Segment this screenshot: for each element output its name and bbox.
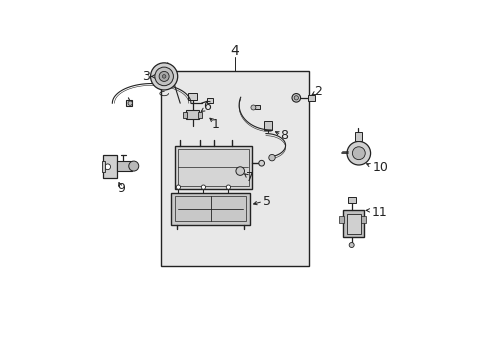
Circle shape: [104, 164, 110, 170]
Circle shape: [346, 141, 370, 165]
Bar: [103, 155, 117, 178]
Circle shape: [352, 147, 365, 159]
Text: 10: 10: [372, 161, 387, 174]
Bar: [171, 193, 249, 225]
Text: 8: 8: [279, 129, 287, 142]
Circle shape: [159, 71, 169, 81]
Bar: [102, 161, 105, 172]
Bar: [188, 93, 197, 100]
Bar: [343, 210, 364, 237]
Text: 2: 2: [313, 85, 322, 98]
Circle shape: [201, 185, 205, 189]
Text: 7: 7: [245, 171, 253, 184]
Bar: [354, 132, 362, 141]
Circle shape: [250, 105, 255, 110]
Bar: [264, 121, 271, 130]
Circle shape: [348, 243, 353, 248]
Circle shape: [128, 161, 139, 171]
Text: 6: 6: [203, 100, 210, 113]
Bar: [183, 112, 186, 118]
Text: 1: 1: [212, 118, 220, 131]
Circle shape: [162, 75, 165, 78]
Circle shape: [268, 154, 275, 161]
Bar: [307, 95, 315, 101]
Circle shape: [155, 67, 173, 86]
Circle shape: [235, 167, 244, 175]
Bar: [177, 149, 248, 186]
Bar: [117, 161, 132, 171]
Text: 11: 11: [370, 206, 386, 219]
Circle shape: [258, 160, 264, 166]
Bar: [175, 146, 251, 189]
Circle shape: [176, 185, 180, 189]
Circle shape: [294, 96, 298, 100]
Text: 5: 5: [262, 195, 270, 208]
Text: 4: 4: [230, 44, 239, 58]
Bar: [175, 196, 246, 221]
Circle shape: [226, 185, 230, 189]
Circle shape: [150, 63, 177, 90]
Text: 3: 3: [142, 70, 150, 83]
Bar: [186, 111, 199, 119]
Bar: [361, 216, 366, 223]
Bar: [339, 216, 344, 223]
Circle shape: [291, 94, 300, 102]
Circle shape: [128, 101, 132, 105]
Bar: [346, 214, 360, 234]
Bar: [206, 98, 213, 103]
Bar: [160, 71, 308, 266]
Bar: [125, 100, 132, 106]
Text: 9: 9: [117, 183, 125, 195]
Bar: [254, 105, 260, 109]
Bar: [198, 112, 202, 118]
Bar: [347, 197, 355, 203]
